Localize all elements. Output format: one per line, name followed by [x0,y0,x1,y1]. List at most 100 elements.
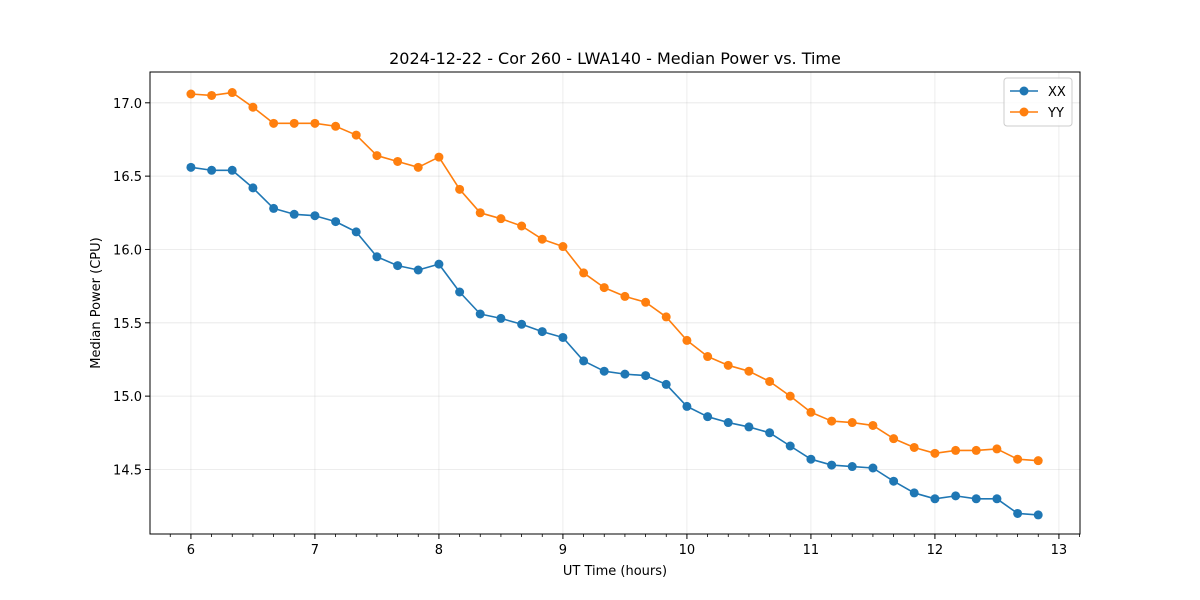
y-tick-label: 16.0 [113,243,142,258]
data-point-xx [496,313,506,323]
data-point-xx [641,371,651,381]
x-tick-label: 7 [311,543,319,558]
legend-label-xx: XX [1048,85,1066,100]
legend: XX YY [1003,77,1073,127]
data-point-xx [248,183,258,193]
data-point-xx [537,327,547,337]
data-point-xx [207,165,217,175]
data-point-yy [599,283,609,293]
data-point-xx [1033,510,1043,520]
data-point-yy [682,335,692,345]
data-point-yy [889,434,899,444]
data-point-xx [847,462,857,472]
data-point-yy [971,445,981,455]
data-point-yy [992,444,1002,454]
x-tick-label: 6 [187,543,195,558]
data-point-yy [930,448,940,458]
data-point-xx [765,428,775,438]
data-point-yy [434,152,444,162]
data-point-yy [517,221,527,231]
data-point-yy [868,420,878,430]
data-point-yy [207,90,217,100]
y-tick-label: 17.0 [113,97,142,112]
legend-label-yy: YY [1047,106,1064,121]
data-point-yy [186,89,196,99]
data-point-yy [496,214,506,224]
data-point-yy [289,118,299,128]
data-point-yy [847,418,857,428]
data-point-yy [475,208,485,218]
data-point-xx [455,287,465,297]
data-point-yy [723,360,733,370]
data-point-yy [351,130,361,140]
data-point-yy [1013,454,1023,464]
data-point-xx [413,265,423,275]
data-point-yy [248,102,258,112]
data-point-yy [951,445,961,455]
data-point-xx [558,332,568,342]
data-point-xx [517,319,527,329]
data-point-xx [806,454,816,464]
x-axis-label: UT Time (hours) [563,564,667,579]
legend-marker-yy [1019,107,1029,117]
data-point-xx [351,227,361,237]
data-point-yy [909,442,919,452]
data-point-xx [661,379,671,389]
data-point-xx [393,261,403,271]
data-point-xx [331,217,341,227]
data-point-yy [269,118,279,128]
data-point-yy [310,118,320,128]
data-point-xx [227,165,237,175]
data-point-xx [310,211,320,221]
data-point-xx [951,491,961,501]
data-point-xx [889,476,899,486]
data-point-xx [971,494,981,504]
data-point-yy [331,121,341,131]
data-point-xx [434,259,444,269]
data-point-xx [599,366,609,376]
data-point-yy [455,184,465,194]
data-point-yy [661,312,671,322]
data-point-xx [703,412,713,422]
data-point-yy [827,416,837,426]
data-point-xx [723,418,733,428]
data-point-xx [827,460,837,470]
y-tick-label: 15.0 [113,390,142,405]
data-point-yy [372,151,382,161]
plot-frame [149,71,1081,535]
data-point-yy [765,376,775,386]
data-point-xx [744,422,754,432]
x-tick-label: 8 [435,543,443,558]
data-point-xx [868,463,878,473]
data-point-xx [992,494,1002,504]
data-point-yy [558,242,568,252]
data-point-yy [641,297,651,307]
data-point-yy [620,291,630,301]
data-point-xx [785,441,795,451]
y-tick-label: 15.5 [113,317,142,332]
data-point-xx [909,488,919,498]
x-tick-label: 11 [803,543,820,558]
data-point-xx [475,309,485,319]
data-point-xx [289,209,299,219]
data-point-yy [806,407,816,417]
data-point-xx [620,369,630,379]
x-tick-label: 12 [927,543,944,558]
y-tick-label: 14.5 [113,463,142,478]
data-point-xx [269,203,279,213]
y-axis: 14.5 15.0 15.5 16.0 16.5 17.0 [113,97,150,478]
data-point-xx [930,494,940,504]
y-tick-label: 16.5 [113,170,142,185]
data-point-xx [1013,508,1023,518]
data-point-yy [1033,456,1043,466]
data-point-yy [744,366,754,376]
data-point-yy [703,352,713,362]
chart-title: 2024-12-22 - Cor 260 - LWA140 - Median P… [389,49,841,68]
data-point-xx [186,162,196,172]
data-point-yy [413,162,423,172]
data-point-yy [579,268,589,278]
y-axis-label: Median Power (CPU) [89,237,104,368]
x-tick-label: 13 [1051,543,1068,558]
data-point-xx [579,356,589,366]
